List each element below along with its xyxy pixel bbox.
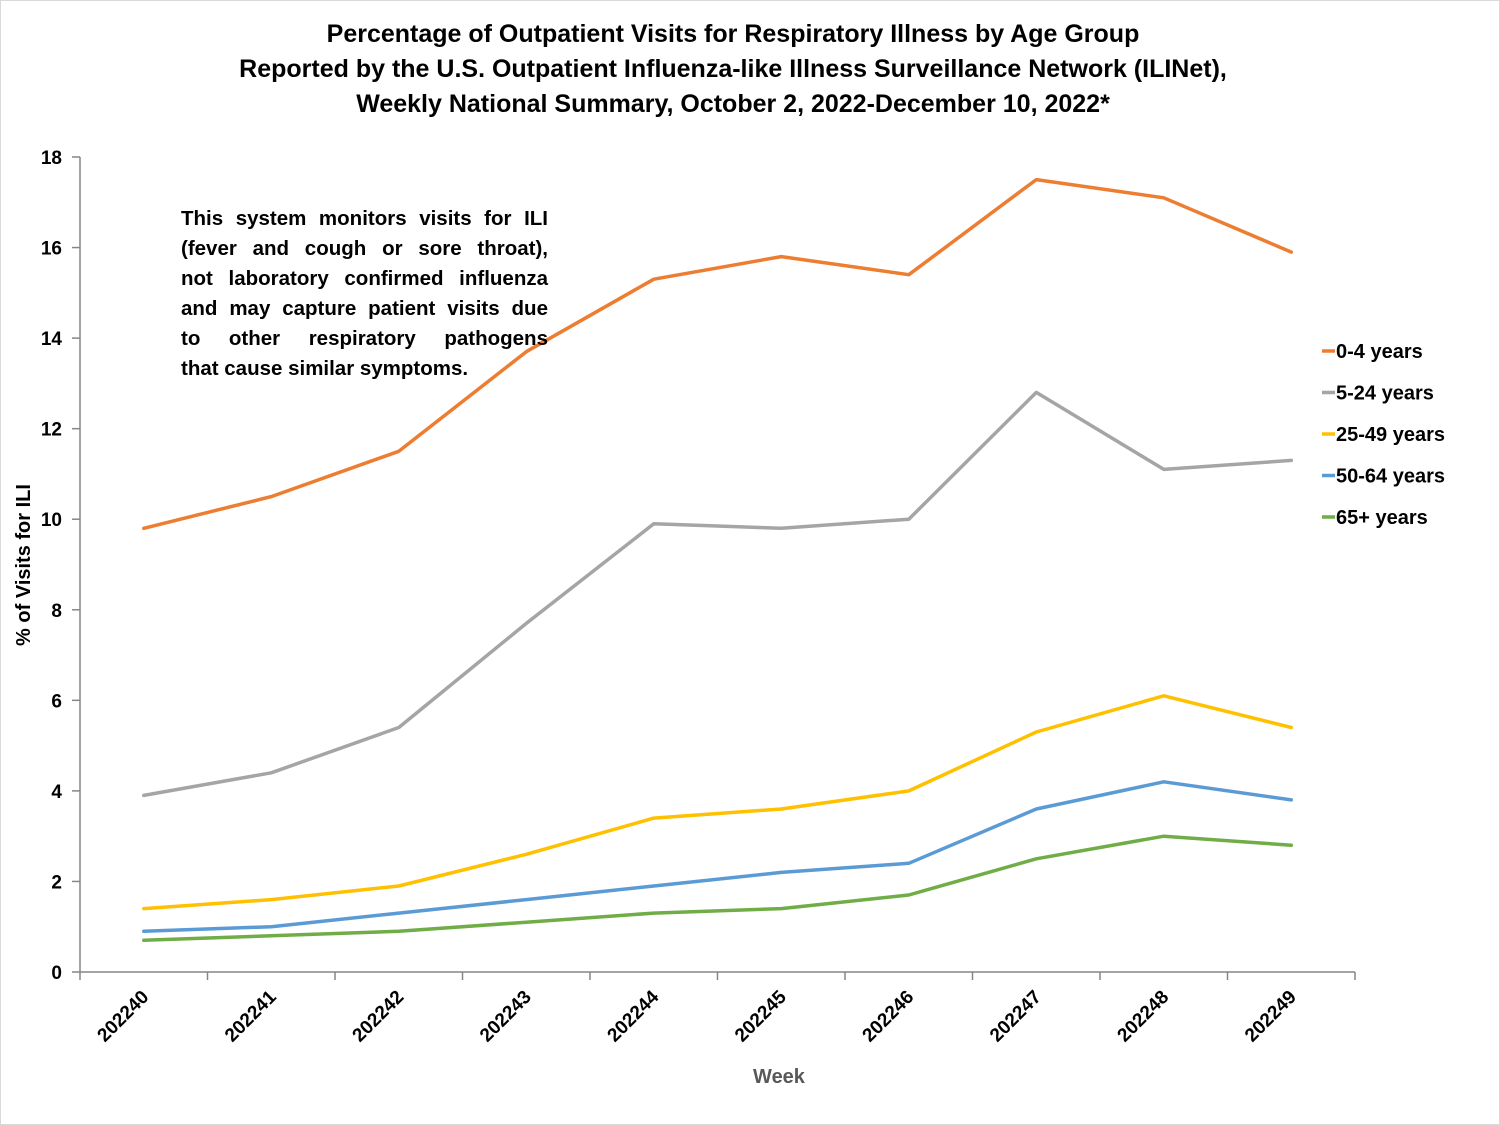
y-tick-label: 0 xyxy=(51,963,62,984)
chart-title-line-3: Weekly National Summary, October 2, 2022… xyxy=(356,90,1110,118)
series-line-65-years xyxy=(142,834,1294,943)
legend-label: 5-24 years xyxy=(1336,383,1434,405)
annotation-line: (fever and cough or sore throat), xyxy=(181,237,548,260)
x-tick-label: 202240 xyxy=(94,987,154,1047)
x-tick-label: 202247 xyxy=(986,987,1046,1047)
x-tick-label: 202241 xyxy=(221,986,281,1046)
y-tick-label: 4 xyxy=(51,782,62,803)
annotation-line: This system monitors visits for ILI xyxy=(181,207,548,230)
x-tick-label: 202249 xyxy=(1241,987,1301,1047)
x-tick-label: 202246 xyxy=(859,987,919,1047)
y-tick-label: 18 xyxy=(41,148,62,169)
y-tick-label: 6 xyxy=(51,691,62,712)
y-axis-ticks: 0 2 4 6 8 10 12 14 16 18 xyxy=(41,148,80,984)
legend-label: 65+ years xyxy=(1336,507,1428,529)
y-axis-title: % of Visits for ILI xyxy=(13,484,35,646)
x-tick-label: 202245 xyxy=(731,986,791,1046)
x-tick-label: 202243 xyxy=(476,987,536,1047)
x-tick-label: 202248 xyxy=(1114,987,1174,1047)
series-line-0-4-years xyxy=(142,177,1294,531)
chart-title-line-1: Percentage of Outpatient Visits for Resp… xyxy=(327,20,1140,48)
y-tick-label: 2 xyxy=(51,872,62,893)
y-tick-label: 10 xyxy=(41,510,62,531)
series-line-25-49-years xyxy=(142,694,1294,911)
legend-label: 25-49 years xyxy=(1336,424,1445,446)
annotation-line: and may capture patient visits due xyxy=(181,297,548,320)
chart-title-line-2: Reported by the U.S. Outpatient Influenz… xyxy=(239,55,1227,83)
x-axis-ticks: 202240 202241 202242 202243 202244 202245 2022… xyxy=(79,972,1356,1047)
series-line-5-24-years xyxy=(142,390,1294,798)
annotation-line: that cause similar symptoms. xyxy=(181,357,468,380)
legend-label: 0-4 years xyxy=(1336,341,1423,363)
y-tick-label: 14 xyxy=(41,329,63,350)
legend-label: 50-64 years xyxy=(1336,466,1445,488)
y-tick-label: 16 xyxy=(41,239,62,260)
y-tick-label: 8 xyxy=(51,601,62,622)
y-tick-label: 12 xyxy=(41,420,62,441)
series-lines xyxy=(142,177,1294,943)
x-tick-label: 202244 xyxy=(604,986,664,1046)
x-tick-label: 202242 xyxy=(349,987,409,1047)
annotation-line: to other respiratory pathogens xyxy=(181,327,548,350)
chart-annotation: This system monitors visits for ILI (feve… xyxy=(181,207,549,380)
annotation-line: not laboratory confirmed influenza xyxy=(181,267,549,290)
chart-title: Percentage of Outpatient Visits for Resp… xyxy=(239,20,1227,118)
x-axis-title: Week xyxy=(753,1066,806,1088)
legend: 0-4 years 5-24 years 25-49 years 50-64 year… xyxy=(1322,341,1445,529)
series-line-50-64-years xyxy=(142,780,1294,934)
